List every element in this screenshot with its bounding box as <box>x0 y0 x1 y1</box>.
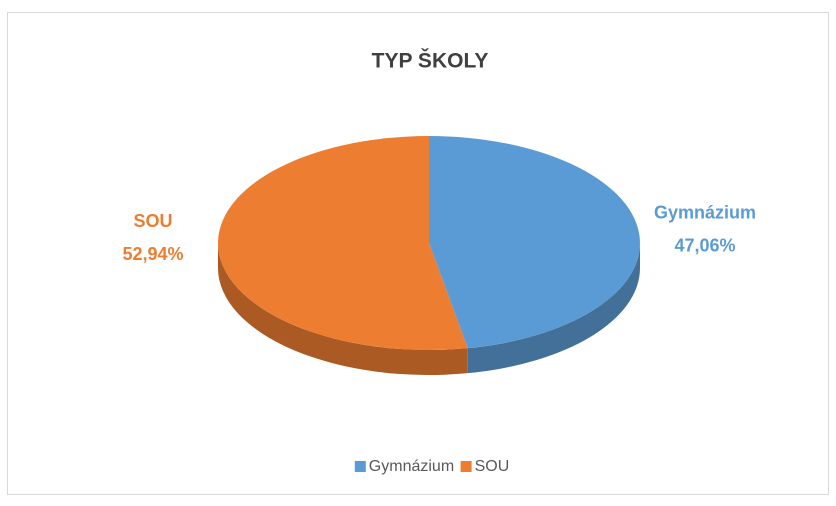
legend-swatch <box>354 461 366 472</box>
legend-swatch <box>460 461 472 472</box>
chart-title: TYP ŠKOLY <box>372 49 489 73</box>
slice-side <box>217 243 468 375</box>
data-label-category: SOU <box>133 211 172 231</box>
data-label-category: Gymnázium <box>654 202 756 222</box>
data-label-value: 52,94% <box>122 244 183 264</box>
legend-label: Gymnázium <box>369 458 454 475</box>
slice <box>429 136 640 349</box>
legend-label: SOU <box>475 458 510 475</box>
slice <box>217 136 468 350</box>
data-label-value: 47,06% <box>674 235 735 255</box>
legend: Gymnázium SOU <box>354 458 510 475</box>
slice-side <box>467 243 640 374</box>
